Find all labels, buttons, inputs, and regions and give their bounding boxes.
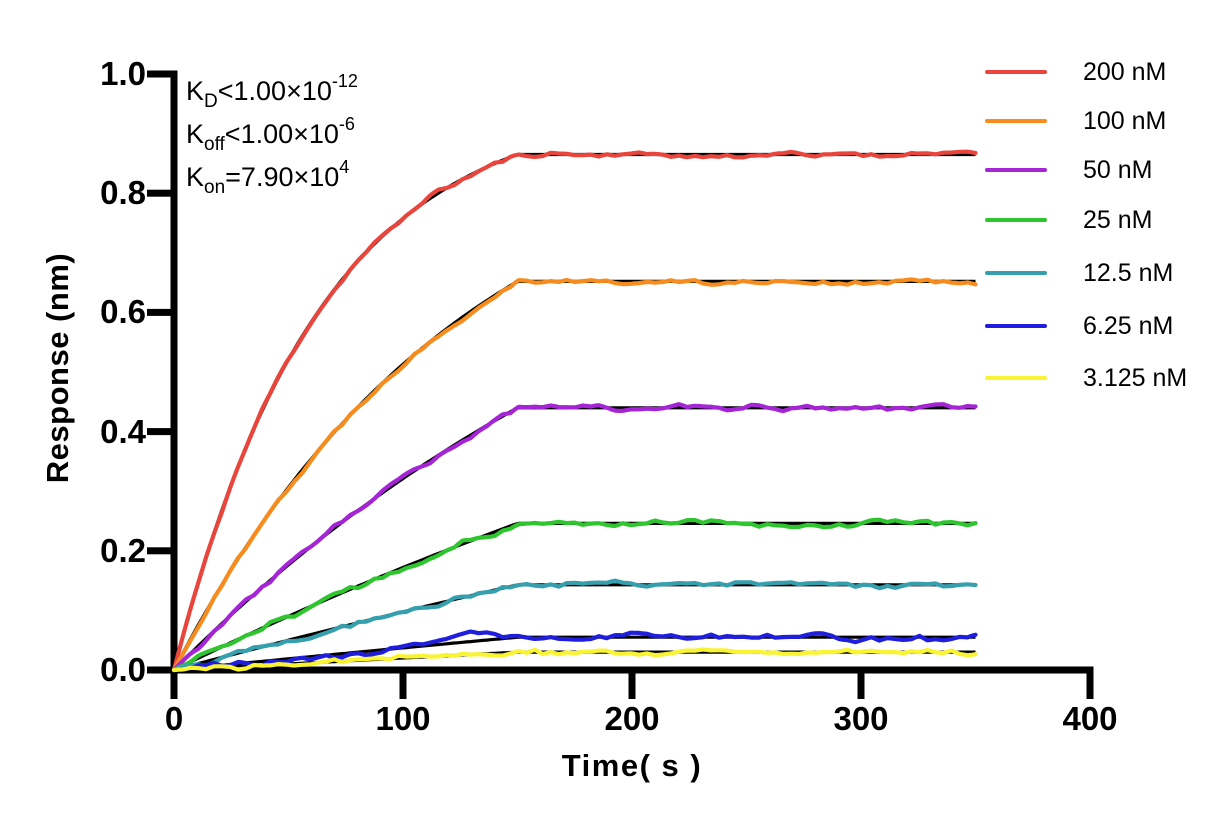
kon-value: =7.90×10 — [225, 162, 340, 192]
kd-subscript: D — [204, 91, 218, 112]
legend-label: 3.125 nM — [1083, 363, 1188, 392]
legend-item-200nM: 200 nM — [985, 58, 1166, 86]
kon-subscript: on — [204, 177, 226, 198]
x-axis-title: Time( s ) — [561, 748, 703, 783]
x-tick-label-3: 300 — [833, 700, 889, 737]
fit-line-25nM — [173, 521, 976, 672]
koff-subscript: off — [204, 134, 225, 155]
trace-3.125nM — [171, 647, 978, 673]
fit-line-50nM — [172, 406, 976, 672]
trace-12.5nM — [171, 578, 978, 673]
legend-line-swatch — [985, 376, 1047, 380]
y-tick-label-3: 0.6 — [100, 293, 146, 331]
y-tick-label-0: 0.0 — [100, 651, 146, 688]
legend-label: 6.25 nM — [1083, 311, 1174, 340]
legend-line-swatch — [985, 324, 1047, 328]
legend-label: 12.5 nM — [1083, 258, 1174, 287]
kd-annotation: KD<1.00×10-12 — [186, 70, 358, 113]
kd-exponent: -12 — [331, 71, 358, 91]
kon-symbol: K — [186, 162, 205, 192]
legend-label: 200 nM — [1083, 57, 1167, 86]
kon-annotation: Kon=7.90×104 — [186, 156, 358, 199]
kinetics-annotation: KD<1.00×10-12 Koff<1.00×10-6 Kon=7.90×10… — [186, 70, 358, 199]
legend-line-swatch — [985, 119, 1047, 123]
y-tick-label-4: 0.8 — [100, 174, 146, 212]
koff-annotation: Koff<1.00×10-6 — [186, 113, 358, 156]
trace-100nM — [171, 277, 978, 673]
fit-line-200nM — [172, 152, 976, 671]
y-axis-title: Response (nm) — [40, 252, 75, 484]
koff-value: <1.00×10 — [224, 119, 339, 149]
legend-label: 25 nM — [1083, 205, 1153, 234]
legend-item-100nM: 100 nM — [985, 107, 1166, 135]
legend-item-50nM: 50 nM — [985, 156, 1152, 184]
trace-50nM — [171, 402, 978, 673]
legend-item-3.125nM: 3.125 nM — [985, 364, 1187, 392]
legend-item-25nM: 25 nM — [985, 206, 1152, 234]
x-tick-label-2: 200 — [604, 700, 660, 737]
y-tick-label-1: 0.2 — [100, 531, 146, 569]
koff-exponent: -6 — [338, 114, 355, 134]
legend-line-swatch — [985, 70, 1047, 74]
legend-item-12.5nM: 12.5 nM — [985, 259, 1173, 287]
kd-symbol: K — [186, 76, 205, 106]
x-tick-label-1: 100 — [375, 700, 431, 737]
koff-symbol: K — [186, 119, 205, 149]
kon-exponent: 4 — [339, 157, 350, 177]
trace-200nM — [171, 149, 978, 673]
legend-line-swatch — [985, 218, 1047, 222]
legend-label: 100 nM — [1083, 106, 1167, 135]
trace-25nM — [171, 517, 978, 673]
x-tick-label-0: 0 — [164, 700, 184, 737]
trace-6.25nM — [171, 629, 978, 673]
kd-value: <1.00×10 — [217, 76, 332, 106]
legend: 200 nM 100 nM 50 nM 25 nM 12.5 nM 6.25 n… — [985, 0, 1225, 420]
legend-line-swatch — [985, 168, 1047, 172]
x-tick-label-4: 400 — [1062, 700, 1118, 737]
fit-line-100nM — [172, 279, 976, 671]
y-tick-label-2: 0.4 — [100, 412, 146, 450]
legend-line-swatch — [985, 271, 1047, 275]
y-tick-label-5: 1.0 — [100, 55, 146, 92]
legend-item-6.25nM: 6.25 nM — [985, 312, 1173, 340]
legend-label: 50 nM — [1083, 155, 1153, 184]
